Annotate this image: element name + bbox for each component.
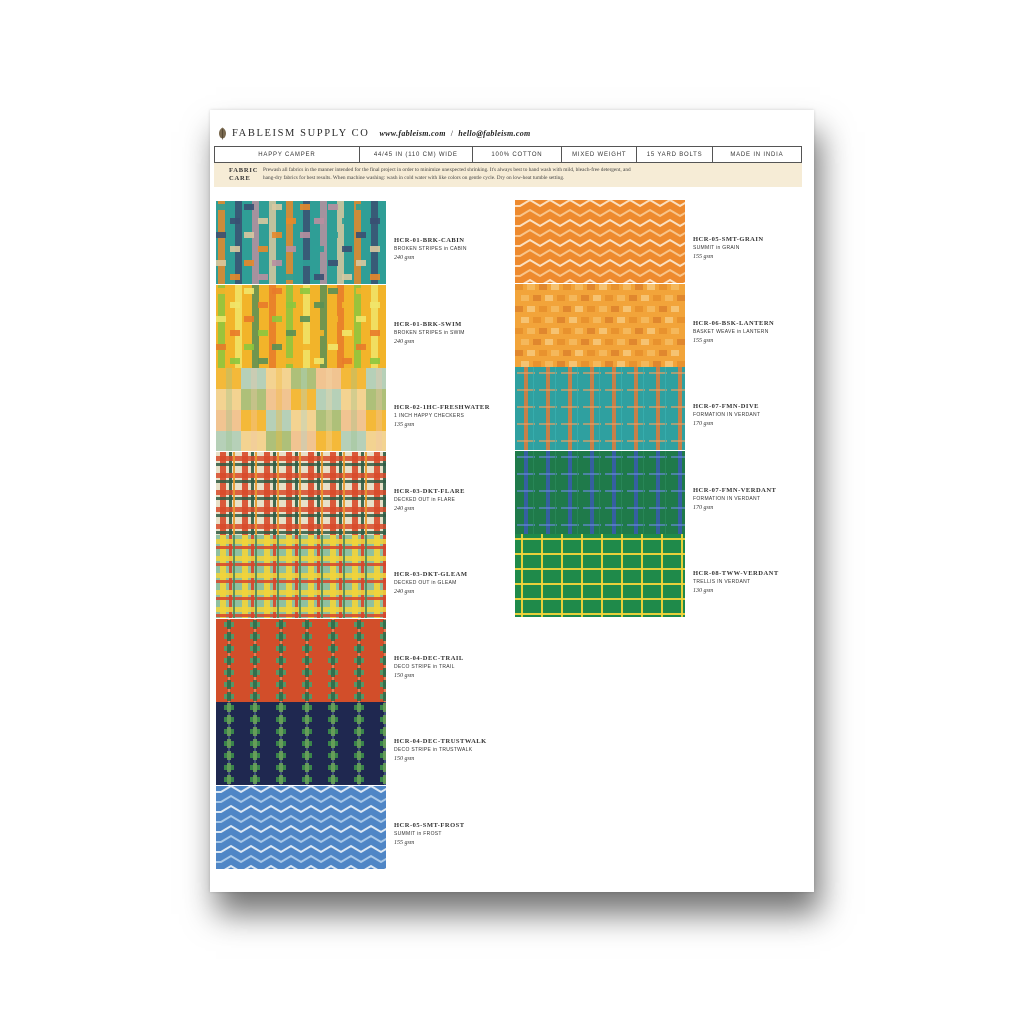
fabric-swatch-hcr-07-fmn-dive[interactable]: [515, 367, 689, 450]
swatch-name: BASKET WEAVE in LANTERN: [693, 328, 769, 335]
swatch-weight: 150 gsm: [394, 672, 415, 679]
swatch-code: HCR-01-BRK-CABIN: [394, 237, 465, 244]
fabric-swatch-hcr-03-dkt-flare[interactable]: [216, 451, 389, 535]
swatch-label: HCR-01-BRK-SWIM BROKEN STRIPES in SWIM 240…: [394, 320, 504, 347]
fabric-swatch-hcr-02-1hc-freshwater[interactable]: [216, 368, 391, 452]
swatch-pattern: [515, 450, 689, 534]
swatch-weight: 170 gsm: [693, 504, 714, 511]
swatch-weight: 170 gsm: [693, 421, 714, 427]
swatch-pattern: [216, 284, 386, 368]
swatch-pattern: [515, 367, 689, 450]
swatch-pattern: [515, 534, 685, 617]
swatch-label: HCR-05-SMT-GRAIN SUMMIT in GRAIN 155 gsm: [693, 235, 803, 262]
swatch-weight: 240 gsm: [394, 255, 415, 261]
spec-bolts: 15 YARD BOLTS: [637, 147, 713, 162]
swatch-pattern: [216, 368, 391, 452]
website-link[interactable]: www.fableism.com: [379, 128, 446, 138]
email-link[interactable]: hello@fableism.com: [458, 128, 531, 138]
swatch-code: HCR-05-SMT-GRAIN: [693, 236, 764, 243]
swatch-label: HCR-06-BSK-LANTERN BASKET WEAVE in LANTER…: [693, 319, 803, 346]
fabric-swatch-hcr-01-brk-swim[interactable]: [216, 284, 386, 368]
fabric-swatch-hcr-07-fmn-verdant[interactable]: [515, 450, 689, 534]
swatch-name: FORMATION IN VERDANT: [693, 495, 761, 502]
swatch-pattern: [216, 201, 386, 284]
swatch-label: HCR-01-BRK-CABIN BROKEN STRIPES in CABIN 2…: [394, 236, 504, 263]
swatch-label: HCR-02-1HC-FRESHWATER 1 INCH HAPPY CHECKE…: [394, 403, 504, 430]
acorn-leaf-icon: [217, 127, 228, 140]
swatch-name: FORMATION IN VERDANT: [693, 412, 761, 418]
swatch-name: DECKED OUT in GLEAM: [394, 580, 457, 586]
swatch-weight: 150 gsm: [394, 756, 415, 762]
swatch-code: HCR-08-TWW-VERDANT: [693, 570, 779, 577]
swatch-weight: 240 gsm: [394, 589, 415, 595]
swatch-pattern: [216, 618, 390, 702]
fabric-care-text: Prewash all fabrics in the manner intend…: [263, 167, 631, 181]
swatch-code: HCR-07-FMN-DIVE: [693, 403, 759, 410]
brand-name: FABLEISM SUPPLY CO: [232, 127, 370, 139]
swatch-weight: 155 gsm: [693, 337, 714, 344]
catalog-sheet: FABLEISM SUPPLY CO www.fableism.com / hell…: [210, 110, 814, 892]
fabric-swatch-hcr-04-dec-trail[interactable]: [216, 618, 390, 702]
swatch-weight: 135 gsm: [394, 422, 415, 428]
swatch-pattern: [515, 283, 685, 367]
swatch-name: DECO STRIPE in TRUSTWALK: [394, 747, 473, 753]
swatch-pattern: [216, 451, 389, 535]
swatch-label: HCR-04-DEC-TRUSTWALK DECO STRIPE in TRUST…: [394, 737, 504, 764]
fabric-care-box: FABRIC CARE Prewash all fabrics in the m…: [214, 163, 802, 187]
swatch-name: DECKED OUT in FLARE: [394, 496, 456, 503]
swatch-pattern: [216, 702, 390, 785]
spec-collection: HAPPY CAMPER: [215, 147, 360, 162]
swatch-name: BROKEN STRIPES in SWIM: [394, 329, 465, 336]
fabric-swatch-hcr-06-bsk-lantern[interactable]: [515, 283, 685, 367]
swatch-code: HCR-03-DKT-GLEAM: [394, 571, 468, 578]
swatch-pattern: [216, 784, 392, 873]
link-separator: /: [450, 128, 454, 138]
swatch-weight: 240 gsm: [394, 505, 415, 512]
swatch-code: HCR-06-BSK-LANTERN: [693, 319, 775, 327]
swatch-code: HCR-02-1HC-FRESHWATER: [394, 404, 490, 411]
swatch-name: BROKEN STRIPES in CABIN: [394, 246, 467, 252]
fabric-swatch-hcr-04-dec-trustwalk[interactable]: [216, 702, 390, 785]
fabric-swatch-hcr-03-dkt-gleam[interactable]: [216, 535, 389, 618]
spec-origin: MADE IN INDIA: [730, 151, 784, 158]
swatch-code: HCR-05-SMT-FROST: [394, 821, 465, 829]
spec-weight: MIXED WEIGHT: [562, 147, 638, 162]
swatch-label: HCR-07-FMN-VERDANT FORMATION IN VERDANT 17…: [693, 486, 803, 513]
swatch-code: HCR-07-FMN-VERDANT: [693, 486, 777, 494]
brand-header: FABLEISM SUPPLY CO www.fableism.com / hell…: [217, 126, 531, 140]
swatch-name: DECO STRIPE in TRAIL: [394, 663, 455, 670]
brand-links: www.fableism.com / hello@fableism.com: [379, 129, 530, 138]
fabric-swatch-hcr-05-smt-grain[interactable]: [515, 198, 691, 288]
fabric-care-label: FABRIC CARE: [229, 167, 259, 182]
spec-width: 44/45 IN (110 CM) WIDE: [360, 147, 473, 162]
fabric-swatch-hcr-05-smt-frost[interactable]: [216, 784, 392, 873]
swatch-weight: 155 gsm: [394, 839, 415, 846]
swatch-name: SUMMIT in FROST: [394, 830, 442, 837]
fabric-swatch-hcr-08-tww-verdant[interactable]: [515, 534, 685, 617]
swatch-weight: 130 gsm: [693, 588, 714, 594]
swatch-weight: 155 gsm: [693, 254, 714, 260]
swatch-weight: 240 gsm: [394, 338, 415, 345]
swatch-pattern: [216, 535, 389, 618]
swatch-code: HCR-04-DEC-TRUSTWALK: [394, 738, 487, 745]
swatch-label: HCR-05-SMT-FROST SUMMIT in FROST 155 gsm: [394, 821, 504, 848]
swatch-pattern: [515, 198, 691, 288]
swatch-label: HCR-03-DKT-FLARE DECKED OUT in FLARE 240 g…: [394, 487, 504, 514]
swatch-code: HCR-04-DEC-TRAIL: [394, 654, 464, 662]
swatch-label: HCR-07-FMN-DIVE FORMATION IN VERDANT 170 g…: [693, 402, 803, 429]
spec-bar: HAPPY CAMPER 44/45 IN (110 CM) WIDE 100%…: [214, 146, 802, 163]
swatch-name: SUMMIT in GRAIN: [693, 245, 740, 251]
swatch-label: HCR-08-TWW-VERDANT TRELLIS IN VERDANT 130 …: [693, 569, 803, 596]
swatch-name: 1 INCH HAPPY CHECKERS: [394, 413, 465, 419]
swatch-name: TRELLIS IN VERDANT: [693, 579, 751, 585]
swatch-label: HCR-03-DKT-GLEAM DECKED OUT in GLEAM 240 g…: [394, 570, 504, 597]
swatch-code: HCR-01-BRK-SWIM: [394, 320, 462, 328]
swatch-label: HCR-04-DEC-TRAIL DECO STRIPE in TRAIL 150 …: [394, 654, 504, 681]
spec-material: 100% COTTON: [473, 147, 563, 162]
fabric-swatch-hcr-01-brk-cabin[interactable]: [216, 201, 386, 284]
swatch-code: HCR-03-DKT-FLARE: [394, 487, 465, 495]
